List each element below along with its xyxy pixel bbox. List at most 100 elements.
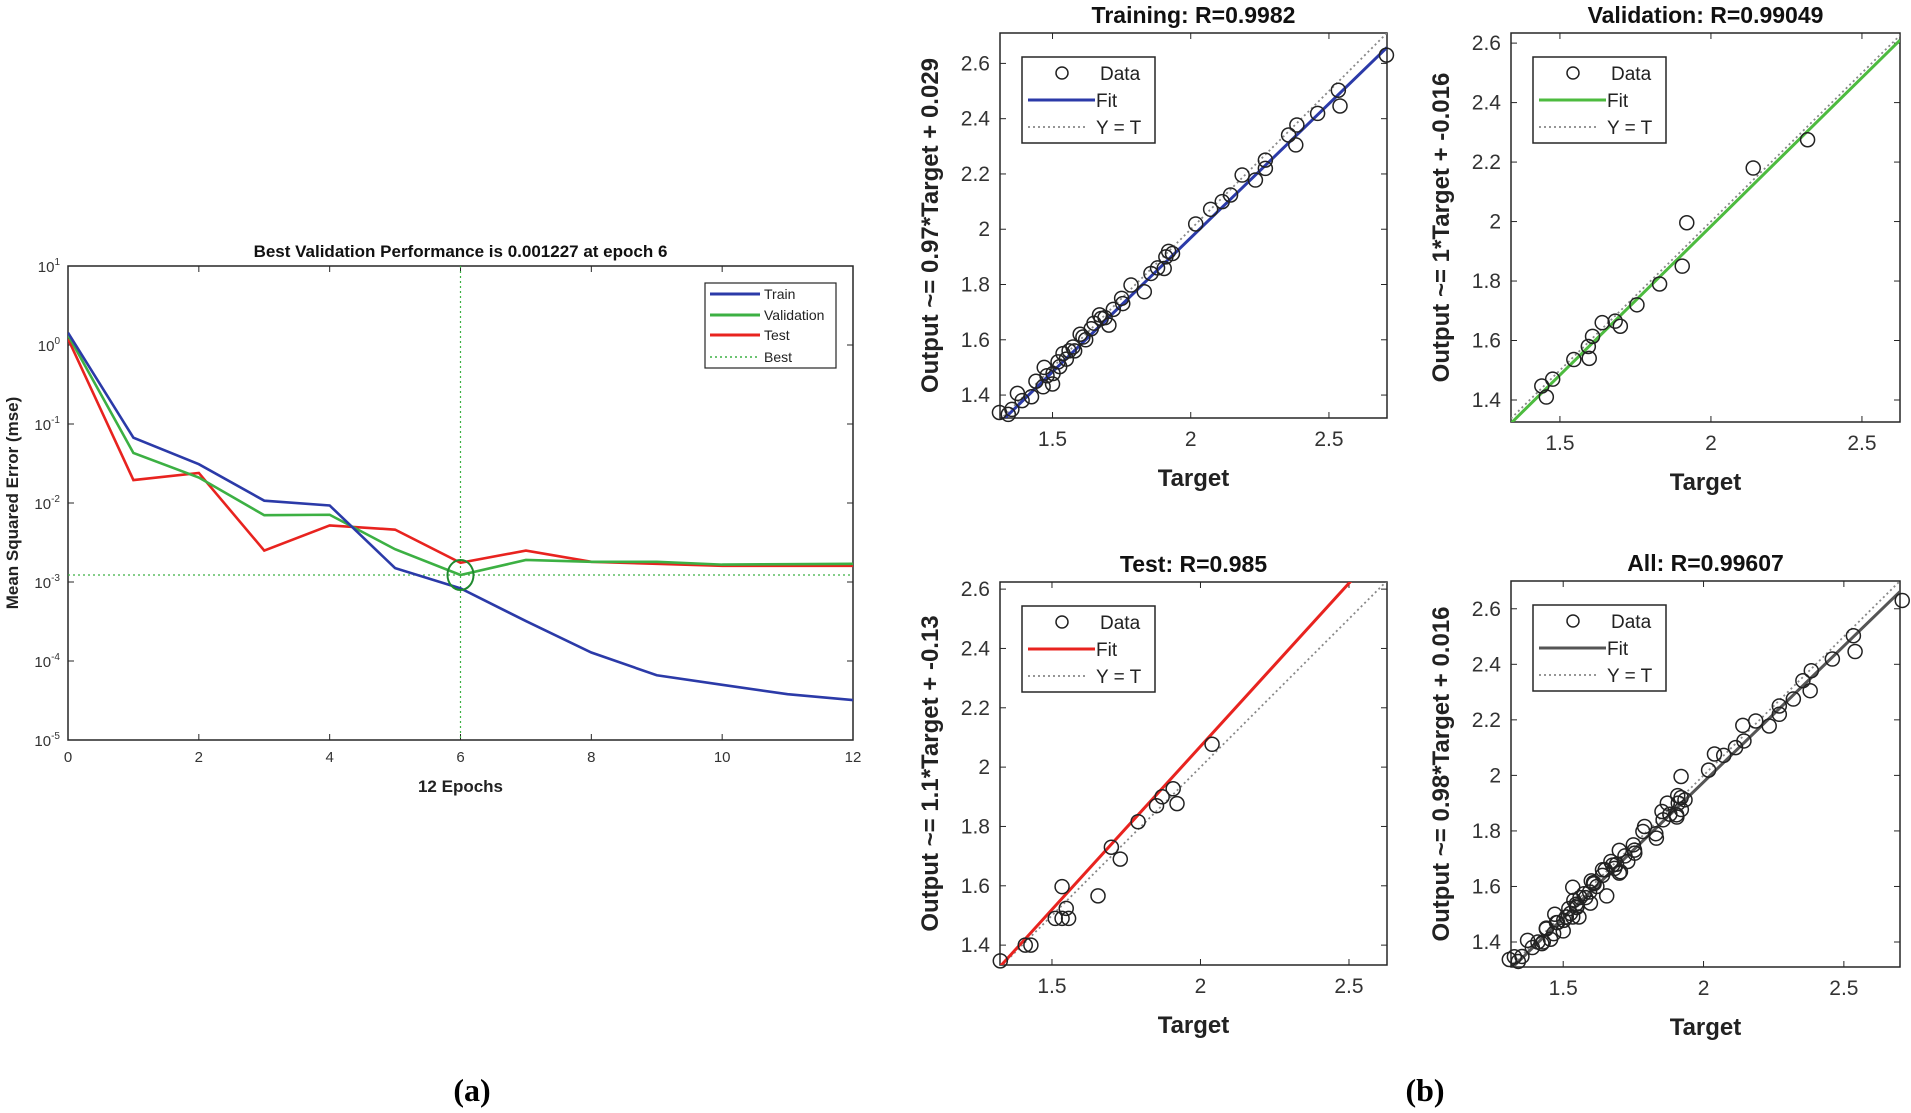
data-point <box>1097 309 1113 326</box>
y-tick-label: 2.6 <box>961 578 990 601</box>
data-point <box>1136 283 1153 300</box>
y-tick-label: 1.4 <box>1472 931 1502 954</box>
y-tick-label: 10-1 <box>34 415 60 434</box>
data-point <box>1160 243 1177 260</box>
data-point <box>1894 592 1910 609</box>
data-point <box>1611 865 1628 881</box>
data-point <box>1103 839 1120 855</box>
data-point <box>1309 105 1326 122</box>
data-point <box>1607 313 1623 329</box>
y-tick-label: 1.6 <box>1472 875 1501 898</box>
y-tick-label: 2.6 <box>961 52 990 75</box>
plot-marks <box>1000 582 1387 965</box>
y-axis-label: Output ~= 0.97*Target + 0.029 <box>917 58 944 393</box>
legend-label: Fit <box>1096 91 1118 112</box>
figure-label-a: (a) <box>453 1072 491 1108</box>
x-tick-label: 2 <box>195 749 203 766</box>
y-tick-label: 100 <box>38 336 61 355</box>
data-point <box>1280 127 1297 143</box>
data-point <box>1113 290 1130 307</box>
data-point <box>1114 295 1131 312</box>
data-point <box>1123 277 1139 293</box>
data-point <box>1530 934 1546 950</box>
y-tick-label: 2.6 <box>1472 32 1501 55</box>
series-line-train <box>68 332 853 702</box>
x-tick-label: 1.5 <box>1038 428 1067 451</box>
data-point <box>1654 803 1670 820</box>
data-point <box>1564 909 1581 925</box>
y-tick-label: 2.2 <box>1472 709 1501 732</box>
data-point <box>1679 214 1695 231</box>
y-tick-label: 1.8 <box>961 274 990 297</box>
data-point <box>1288 137 1304 153</box>
x-axis-label: Target <box>1158 465 1230 492</box>
x-tick-label: 2 <box>1705 432 1717 455</box>
fit-line <box>1511 39 1900 422</box>
legend-label: Data <box>1611 612 1652 633</box>
y-tick-label: 1.8 <box>1472 270 1501 293</box>
y-tick-label: 1.6 <box>961 329 990 352</box>
data-point <box>1669 809 1685 825</box>
data-point <box>1761 718 1777 734</box>
data-point <box>1075 329 1091 345</box>
x-axis-label: Target <box>1670 1014 1742 1041</box>
data-point <box>1771 698 1788 714</box>
legend-box <box>704 282 837 369</box>
data-point <box>991 404 1008 421</box>
y-axis-label: Output ~= 1.1*Target + -0.13 <box>917 615 944 931</box>
data-point <box>1058 351 1075 367</box>
x-tick-label: 10 <box>714 749 731 766</box>
data-point <box>1612 318 1629 334</box>
chart-title: Test: R=0.985 <box>1120 551 1267 577</box>
y-tick-label: 2.4 <box>961 637 991 660</box>
data-point <box>1004 401 1020 418</box>
data-point <box>1582 895 1599 911</box>
y-tick-label: 2 <box>1489 764 1501 787</box>
y-tick-label: 10-3 <box>34 573 60 592</box>
data-point <box>1824 651 1841 667</box>
data-point <box>1534 378 1550 394</box>
chart-2: 1.5 2 2.5 1.4 1.6 1.8 2 2.2 2.4 2.6 Validation: R=… <box>1428 2 1901 496</box>
data-point <box>1014 392 1030 409</box>
legend: Data Fit Y = T <box>1532 604 1667 692</box>
data-point <box>1548 914 1565 931</box>
chart-title: All: R=0.99607 <box>1627 550 1784 576</box>
data-point <box>1538 389 1555 405</box>
data-point <box>1648 830 1665 846</box>
data-point <box>1674 258 1690 274</box>
legend-label: Data <box>1100 613 1141 634</box>
y-tick-label: 1.4 <box>1472 389 1502 412</box>
data-point <box>1845 627 1862 644</box>
data-point <box>1510 953 1527 970</box>
legend-label: Test <box>764 327 790 343</box>
data-point <box>1558 909 1575 925</box>
chart-4: 1.5 2 2.5 1.4 1.6 1.8 2 2.2 2.4 2.6 All: R=0.99607… <box>1428 550 1910 1041</box>
chart-title: Training: R=0.9982 <box>1092 2 1296 28</box>
data-point <box>1130 813 1146 830</box>
data-point <box>1058 900 1074 917</box>
data-point <box>1566 351 1582 368</box>
data-point <box>1677 792 1693 808</box>
data-point <box>1606 860 1623 877</box>
data-point <box>1187 216 1204 232</box>
data-point <box>1648 825 1664 842</box>
y-tick-label: 1.8 <box>961 815 990 838</box>
fit-line <box>1000 582 1353 965</box>
data-point <box>1061 343 1077 359</box>
legend-label: Data <box>1100 64 1141 85</box>
x-tick-label: 2.5 <box>1314 428 1343 451</box>
legend-label: Y = T <box>1607 666 1653 687</box>
data-point <box>1700 762 1717 778</box>
data-point <box>1154 789 1170 805</box>
x-tick-label: 12 <box>845 749 862 766</box>
data-point <box>1594 862 1611 878</box>
legend: Data Fit Y = T <box>1532 56 1667 144</box>
data-point <box>1165 781 1181 797</box>
data-point <box>1847 643 1863 660</box>
data-point <box>1585 874 1602 891</box>
y-axis-label: Mean Squared Error (mse) <box>3 397 22 610</box>
data-point <box>1785 691 1802 707</box>
x-tick-label: 2 <box>1698 977 1710 1000</box>
data-point <box>1620 853 1636 870</box>
